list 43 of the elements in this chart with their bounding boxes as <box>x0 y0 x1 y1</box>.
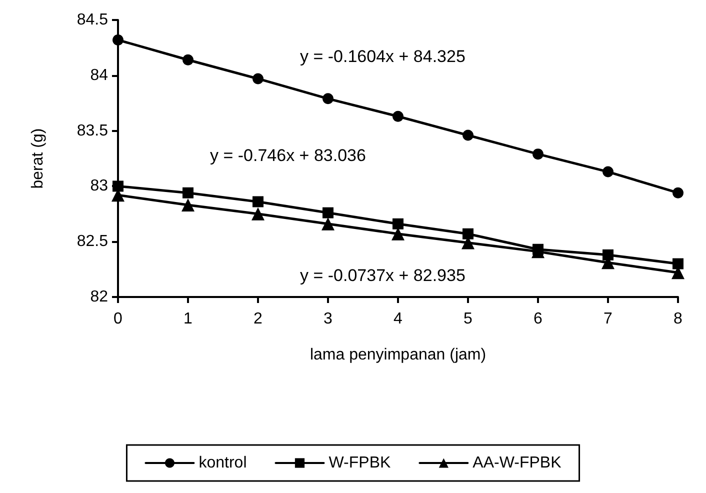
point <box>392 227 404 240</box>
point <box>392 110 404 122</box>
x-tick-label: 7 <box>604 310 613 328</box>
point <box>532 148 544 160</box>
legend-label: kontrol <box>198 454 247 472</box>
y-tick-label: 82.5 <box>76 233 108 250</box>
point <box>182 187 194 198</box>
x-tick-label: 3 <box>324 310 333 328</box>
x-tick-label: 6 <box>534 310 543 328</box>
point <box>322 217 334 230</box>
point <box>602 166 614 178</box>
legend-label: AA-W-FPBK <box>472 454 562 472</box>
x-axis-title: lama penyimpanan (jam) <box>310 346 486 364</box>
point <box>182 54 194 66</box>
point <box>392 218 404 230</box>
point <box>252 73 264 84</box>
x-tick-label: 8 <box>674 310 683 328</box>
y-tick-label: 83.5 <box>76 122 108 140</box>
point <box>112 34 124 46</box>
annotation: y = -0.1604x + 84.325 <box>300 47 466 66</box>
point <box>462 130 474 141</box>
point <box>322 207 334 218</box>
point <box>672 187 684 198</box>
x-tick-label: 1 <box>184 310 193 328</box>
y-tick-label: 84 <box>90 66 108 84</box>
y-tick-label: 83 <box>90 178 108 195</box>
point <box>252 207 264 220</box>
legend-label: W-FPBK <box>328 454 392 472</box>
point <box>602 249 614 260</box>
point <box>322 93 334 104</box>
annotation: y = -0.0737x + 82.935 <box>300 266 466 285</box>
point <box>462 228 474 240</box>
x-tick-label: 5 <box>464 310 473 328</box>
point <box>672 258 684 270</box>
x-tick-label: 0 <box>114 310 123 328</box>
x-tick-label: 2 <box>254 310 263 328</box>
annotation: y = -0.746x + 83.036 <box>210 146 366 165</box>
y-tick-label: 84.5 <box>76 12 108 28</box>
x-tick-label: 4 <box>394 310 403 328</box>
y-tick-label: 82 <box>90 288 108 306</box>
point <box>252 196 264 208</box>
point <box>182 198 194 212</box>
y-axis-title: berat (g) <box>30 128 46 189</box>
